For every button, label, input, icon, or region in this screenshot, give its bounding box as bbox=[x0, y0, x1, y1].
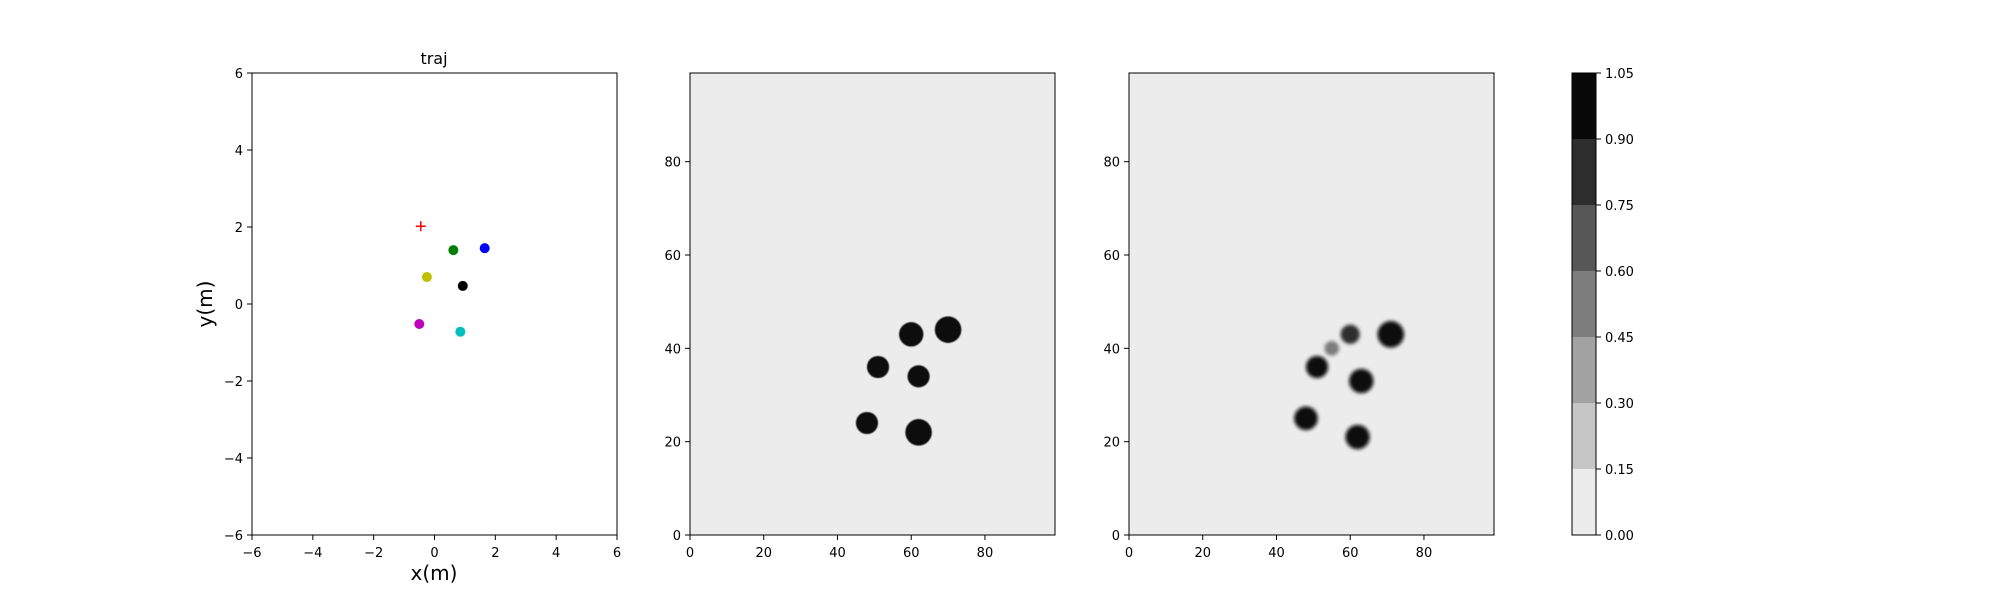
y-tick-label: 60 bbox=[664, 249, 681, 264]
colorbar-tick-label: 1.05 bbox=[1605, 67, 1634, 82]
y-tick-label: 6 bbox=[235, 67, 243, 82]
x-tick-label: 40 bbox=[829, 546, 846, 561]
heatmap-blob bbox=[1324, 340, 1340, 356]
heatmap-blob bbox=[1377, 321, 1405, 348]
colorbar-band bbox=[1572, 73, 1596, 139]
heatmap-1-y-ticks: 0 20 40 60 80 bbox=[664, 156, 690, 544]
y-tick-label: 2 bbox=[235, 221, 243, 236]
y-tick-label: −6 bbox=[224, 529, 243, 544]
heatmap-blob bbox=[907, 365, 930, 388]
colorbar: 0.00 0.15 0.30 0.45 0.60 0.75 0.90 1.05 bbox=[1571, 67, 1634, 544]
y-tick-label: 80 bbox=[1103, 156, 1120, 171]
y-tick-label: 40 bbox=[1103, 342, 1120, 357]
y-tick-label: −4 bbox=[224, 452, 243, 467]
colorbar-band bbox=[1572, 139, 1596, 205]
traj-point bbox=[479, 243, 490, 254]
x-tick-label: 2 bbox=[491, 546, 499, 561]
heatmap-blob bbox=[1305, 355, 1329, 379]
colorbar-tick-label: 0.30 bbox=[1605, 397, 1634, 412]
heatmap-plot-1: 0 20 40 60 80 0 20 40 60 80 bbox=[664, 72, 1056, 561]
x-tick-label: −2 bbox=[364, 546, 383, 561]
heatmap-blob bbox=[855, 411, 879, 435]
heatmap-2-blobs bbox=[1294, 321, 1405, 450]
heatmap-1-x-ticks: 0 20 40 60 80 bbox=[686, 535, 993, 561]
colorbar-ticks: 0.00 0.15 0.30 0.45 0.60 0.75 0.90 1.05 bbox=[1596, 67, 1634, 544]
heatmap-blob bbox=[1349, 368, 1374, 394]
colorbar-band bbox=[1572, 205, 1596, 271]
y-tick-label: 0 bbox=[1112, 529, 1120, 544]
colorbar-band bbox=[1572, 271, 1596, 337]
x-tick-label: 0 bbox=[686, 546, 694, 561]
heatmap-2-background bbox=[1129, 73, 1494, 535]
heatmap-blob bbox=[1340, 324, 1360, 344]
colorbar-tick-label: 0.90 bbox=[1605, 133, 1634, 148]
traj-point bbox=[457, 280, 468, 291]
colorbar-tick-label: 0.15 bbox=[1605, 463, 1634, 478]
traj-x-ticks: −6 −4 −2 0 2 4 6 bbox=[242, 535, 621, 561]
heatmap-2-x-ticks: 0 20 40 60 80 bbox=[1125, 535, 1432, 561]
traj-point-plus bbox=[415, 221, 426, 232]
colorbar-tick-label: 0.45 bbox=[1605, 331, 1634, 346]
x-tick-label: 80 bbox=[977, 546, 994, 561]
traj-axes-frame bbox=[251, 72, 618, 536]
traj-point bbox=[448, 245, 459, 256]
traj-point bbox=[421, 272, 432, 283]
traj-x-axis-label: x(m) bbox=[411, 561, 458, 585]
x-tick-label: −6 bbox=[242, 546, 261, 561]
heatmap-1-frame bbox=[689, 72, 1056, 536]
x-tick-label: −4 bbox=[303, 546, 322, 561]
y-tick-label: 80 bbox=[664, 156, 681, 171]
heatmap-blob bbox=[905, 419, 932, 446]
heatmap-plot-2: 0 20 40 60 80 0 20 40 60 80 bbox=[1103, 72, 1495, 561]
traj-point bbox=[455, 326, 466, 337]
heatmap-blob bbox=[899, 322, 924, 347]
y-tick-label: 20 bbox=[1103, 436, 1120, 451]
colorbar-frame bbox=[1571, 72, 1597, 536]
x-tick-label: 20 bbox=[755, 546, 772, 561]
traj-points bbox=[414, 221, 490, 337]
y-tick-label: 40 bbox=[664, 342, 681, 357]
colorbar-band bbox=[1572, 469, 1596, 535]
x-tick-label: 20 bbox=[1194, 546, 1211, 561]
x-tick-label: 4 bbox=[552, 546, 560, 561]
heatmap-2-frame bbox=[1128, 72, 1495, 536]
y-tick-label: 60 bbox=[1103, 249, 1120, 264]
colorbar-tick-label: 0.60 bbox=[1605, 265, 1634, 280]
colorbar-tick-label: 0.75 bbox=[1605, 199, 1634, 214]
colorbar-band bbox=[1572, 337, 1596, 403]
colorbar-band bbox=[1572, 403, 1596, 469]
traj-title: traj bbox=[420, 49, 447, 68]
heatmap-blob bbox=[1345, 424, 1370, 450]
x-tick-label: 0 bbox=[430, 546, 438, 561]
y-tick-label: 4 bbox=[235, 144, 243, 159]
heatmap-2-y-ticks: 0 20 40 60 80 bbox=[1103, 156, 1129, 544]
y-tick-label: 20 bbox=[664, 436, 681, 451]
y-tick-label: 0 bbox=[235, 298, 243, 313]
heatmap-blob bbox=[866, 355, 890, 379]
colorbar-tick-label: 0.00 bbox=[1605, 529, 1634, 544]
x-tick-label: 0 bbox=[1125, 546, 1133, 561]
heatmap-1-background bbox=[690, 73, 1055, 535]
x-tick-label: 40 bbox=[1268, 546, 1285, 561]
y-tick-label: 0 bbox=[673, 529, 681, 544]
heatmap-1-blobs bbox=[855, 316, 962, 446]
colorbar-bands bbox=[1572, 73, 1596, 535]
y-tick-label: −2 bbox=[224, 375, 243, 390]
traj-y-axis-label: y(m) bbox=[193, 281, 217, 328]
heatmap-blob bbox=[934, 316, 962, 343]
heatmap-blob bbox=[1294, 406, 1318, 431]
traj-y-ticks: −6 −4 −2 0 2 4 6 bbox=[224, 67, 252, 544]
traj-scatter-plot: traj −6 −4 −2 0 2 4 6 −6 −4 −2 0 2 4 6 x(m) y(m) bbox=[193, 49, 621, 585]
x-tick-label: 80 bbox=[1416, 546, 1433, 561]
x-tick-label: 6 bbox=[613, 546, 621, 561]
x-tick-label: 60 bbox=[903, 546, 920, 561]
x-tick-label: 60 bbox=[1342, 546, 1359, 561]
traj-plot-area bbox=[252, 73, 617, 535]
traj-point bbox=[414, 319, 425, 330]
